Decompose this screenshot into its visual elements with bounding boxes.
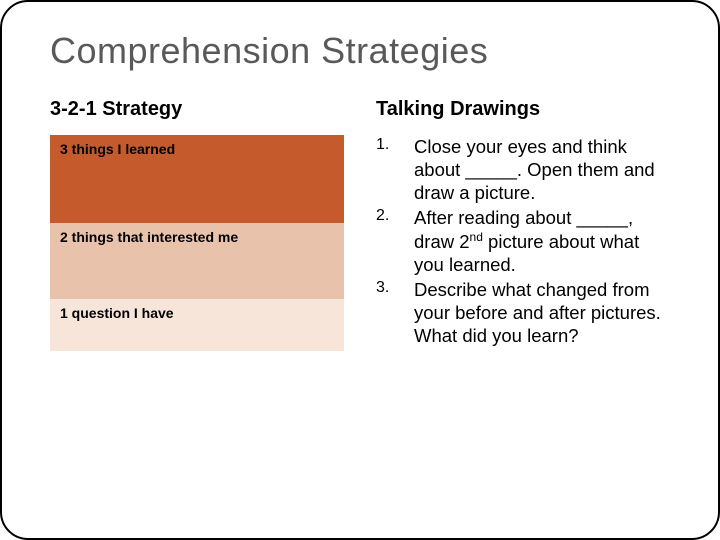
strategy-box: 3 things I learned bbox=[50, 135, 344, 223]
strategy-box-label: 2 things that interested me bbox=[60, 229, 238, 245]
steps-list: Close your eyes and think about _____. O… bbox=[376, 135, 670, 347]
list-item: Describe what changed from your before a… bbox=[376, 278, 670, 347]
step-text: Close your eyes and think about _____. O… bbox=[414, 136, 655, 203]
strategy-box-label: 1 question I have bbox=[60, 305, 174, 321]
list-item: Close your eyes and think about _____. O… bbox=[376, 135, 670, 204]
page-title: Comprehension Strategies bbox=[50, 30, 670, 72]
strategy-box: 2 things that interested me bbox=[50, 223, 344, 299]
left-column: 3-2-1 Strategy 3 things I learned 2 thin… bbox=[50, 98, 344, 518]
two-column-layout: 3-2-1 Strategy 3 things I learned 2 thin… bbox=[50, 98, 670, 518]
right-column: Talking Drawings Close your eyes and thi… bbox=[376, 98, 670, 518]
left-heading: 3-2-1 Strategy bbox=[50, 98, 344, 121]
list-item: After reading about _____, draw 2nd pict… bbox=[376, 206, 670, 275]
step-text: After reading about _____, draw 2nd pict… bbox=[414, 207, 639, 274]
right-heading: Talking Drawings bbox=[376, 98, 670, 121]
slide-frame: Comprehension Strategies 3-2-1 Strategy … bbox=[0, 0, 720, 540]
step-text: Describe what changed from your before a… bbox=[414, 279, 661, 346]
strategy-box-label: 3 things I learned bbox=[60, 141, 175, 157]
strategy-box: 1 question I have bbox=[50, 299, 344, 351]
strategy-boxes: 3 things I learned 2 things that interes… bbox=[50, 135, 344, 351]
